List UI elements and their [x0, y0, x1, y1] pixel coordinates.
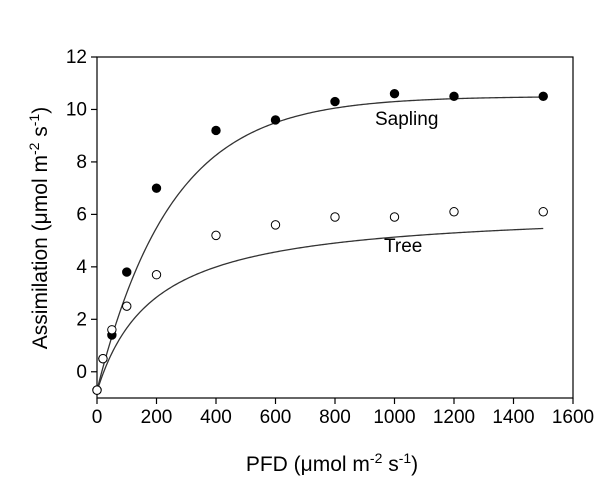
x-tick-label: 200 [141, 407, 173, 428]
y-tick-label: 2 [76, 309, 87, 330]
data-point-tree [107, 325, 117, 335]
data-point-sapling [211, 125, 221, 136]
data-point-sapling [538, 91, 548, 102]
labels: Sapling Tree PFD (μmol m-2 s-1) Assimila… [26, 107, 438, 476]
data-point-sapling [330, 96, 340, 107]
series-label-sapling: Sapling [375, 109, 438, 130]
data-point-sapling [389, 89, 400, 99]
y-axis-title: Assimilation (μmol m-2 s-1) [26, 107, 52, 349]
y-tick-label: 4 [76, 257, 87, 278]
data-point-tree [92, 385, 102, 395]
data-point-tree [449, 207, 459, 217]
x-tick-label: 0 [92, 407, 103, 428]
data-point-tree [98, 353, 108, 364]
fit-curves [96, 96, 544, 392]
x-tick-label: 1400 [492, 407, 534, 428]
data-point-tree [389, 212, 400, 222]
data-point-tree [330, 212, 340, 222]
x-axis-title: PFD (μmol m-2 s-1) [246, 450, 418, 476]
x-tick-label: 1000 [373, 407, 415, 428]
data-point-sapling [270, 115, 281, 125]
x-tick-label: 1200 [433, 407, 475, 428]
y-tick-label: 0 [76, 362, 87, 383]
axes: 0 200 400 600 800 1000 1200 1400 1600 0 2 4 6 8 10 12 [66, 47, 594, 428]
x-tick-label: 600 [260, 407, 292, 428]
data-point-sapling [449, 91, 459, 102]
y-tick-label: 8 [76, 152, 87, 173]
x-tick-label: 800 [319, 407, 351, 428]
fit-curve-sapling [96, 96, 544, 391]
y-tick-label: 6 [76, 204, 87, 225]
fit-curve-tree [96, 227, 544, 392]
data-point-sapling [122, 267, 132, 277]
data-point-tree [122, 301, 132, 311]
x-tick-label: 1600 [552, 407, 594, 428]
x-tick-label: 400 [200, 407, 232, 428]
data-point-tree [151, 270, 162, 280]
series-label-tree: Tree [384, 236, 422, 257]
y-tick-label: 12 [66, 47, 87, 68]
data-points [92, 89, 548, 395]
data-point-tree [538, 207, 548, 217]
data-point-tree [211, 230, 221, 241]
data-point-sapling [151, 183, 162, 193]
data-point-tree [270, 220, 281, 230]
y-tick-label: 10 [66, 99, 87, 120]
